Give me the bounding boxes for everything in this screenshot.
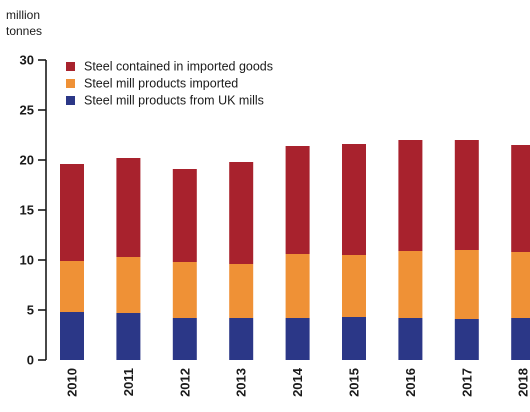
y-tick-label: 0 (27, 353, 34, 368)
x-axis-tick-labels: 2010 2011 2012 2013 2014 2015 2016 2017 2018 (65, 367, 530, 397)
y-axis-unit-label-line1: million (6, 8, 41, 22)
y-tick-label: 15 (20, 203, 34, 218)
legend-swatch-2 (66, 62, 75, 71)
bar-segment-2016-series-0 (398, 318, 423, 360)
bar-segment-2012-series-2 (172, 169, 197, 262)
legend-label-2: Steel contained in imported goods (84, 60, 273, 74)
bar-segment-2012-series-1 (172, 262, 197, 318)
bar-segment-2011-series-1 (116, 257, 141, 313)
bar-segment-2018-series-2 (511, 145, 530, 252)
y-tick-label: 5 (27, 303, 34, 318)
bar-segment-2015-series-2 (342, 144, 366, 255)
legend: Steel contained in imported goods Steel m… (66, 60, 273, 108)
bar-segment-2018-series-1 (511, 252, 530, 318)
bar-segment-2010-series-2 (60, 164, 84, 261)
legend-swatch-0 (66, 96, 75, 105)
y-tick-label: 30 (20, 53, 34, 68)
x-tick-label-2013: 2013 (234, 368, 249, 397)
x-tick-label-2010: 2010 (65, 368, 80, 397)
bar-segment-2011-series-2 (116, 158, 141, 257)
x-tick-label-2014: 2014 (290, 367, 305, 397)
legend-swatch-1 (66, 79, 75, 88)
bar-segment-2017-series-0 (454, 319, 479, 360)
bar-segment-2013-series-1 (229, 264, 254, 318)
bar-segment-2012-series-0 (172, 318, 197, 360)
x-tick-label-2012: 2012 (177, 368, 192, 397)
y-tick-label: 20 (20, 153, 34, 168)
x-tick-label-2017: 2017 (459, 368, 474, 397)
bars-group (60, 140, 530, 360)
bar-segment-2017-series-1 (454, 250, 479, 319)
bar-segment-2010-series-1 (60, 261, 84, 312)
bar-segment-2013-series-0 (229, 318, 254, 360)
bar-segment-2016-series-1 (398, 251, 423, 318)
x-tick-label-2015: 2015 (347, 368, 362, 397)
bar-segment-2018-series-0 (511, 318, 530, 360)
y-axis-unit-label-line2: tonnes (6, 24, 43, 38)
bar-segment-2013-series-2 (229, 162, 254, 264)
bar-segment-2010-series-0 (60, 312, 84, 360)
x-tick-label-2016: 2016 (403, 368, 418, 397)
bar-segment-2011-series-0 (116, 313, 141, 360)
bar-segment-2017-series-2 (454, 140, 479, 250)
y-tick-label: 25 (20, 103, 34, 118)
bar-segment-2016-series-2 (398, 140, 423, 251)
legend-label-1: Steel mill products imported (84, 77, 238, 91)
bar-segment-2014-series-0 (285, 318, 310, 360)
y-tick-label: 10 (20, 253, 34, 268)
bar-segment-2014-series-2 (285, 146, 310, 254)
bar-segment-2015-series-1 (342, 255, 366, 317)
y-axis: 0 5 10 15 20 25 30 (20, 53, 47, 368)
bar-segment-2014-series-1 (285, 254, 310, 318)
x-tick-label-2011: 2011 (121, 368, 136, 396)
legend-label-0: Steel mill products from UK mills (84, 94, 264, 108)
bar-segment-2015-series-0 (342, 317, 366, 360)
x-tick-label-2018: 2018 (516, 368, 530, 397)
